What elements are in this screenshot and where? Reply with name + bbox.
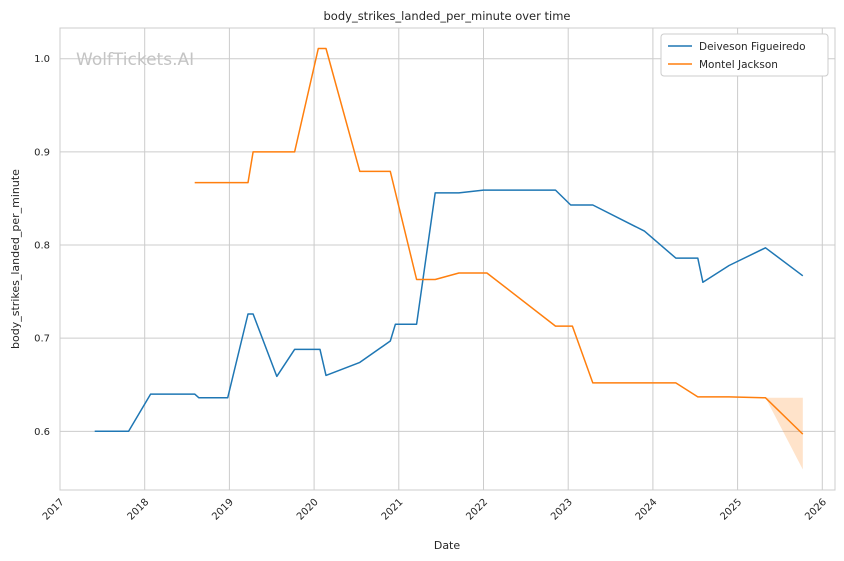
y-tick-label: 1.0 <box>34 54 50 65</box>
y-tick-label: 0.9 <box>34 147 50 158</box>
series-lines <box>94 47 804 435</box>
y-tick-label: 0.7 <box>34 334 50 345</box>
legend-label-deiveson-figueiredo: Deiveson Figueiredo <box>699 41 806 53</box>
plot-frame <box>59 27 836 491</box>
y-tick-labels: 0.6 0.7 0.8 0.9 1.0 <box>34 54 50 438</box>
confidence-bands <box>765 397 803 470</box>
series-line-montel-jackson <box>194 47 804 435</box>
chart-title: body_strikes_landed_per_minute over time <box>324 9 571 23</box>
legend-box <box>660 33 829 77</box>
y-tick-label: 0.6 <box>34 427 50 438</box>
legend-label-montel-jackson: Montel Jackson <box>699 59 778 71</box>
watermark: WolfTickets.AI <box>76 50 194 70</box>
legend: Deiveson Figueiredo Montel Jackson <box>660 33 829 77</box>
band-montel-jackson <box>765 397 803 470</box>
y-tick-label: 0.8 <box>34 241 50 252</box>
x-axis-label: Date <box>434 539 461 552</box>
x-gridlines <box>59 28 823 490</box>
series-line-deiveson-figueiredo <box>94 189 804 433</box>
y-axis-label: body_strikes_landed_per_minute <box>9 169 22 349</box>
